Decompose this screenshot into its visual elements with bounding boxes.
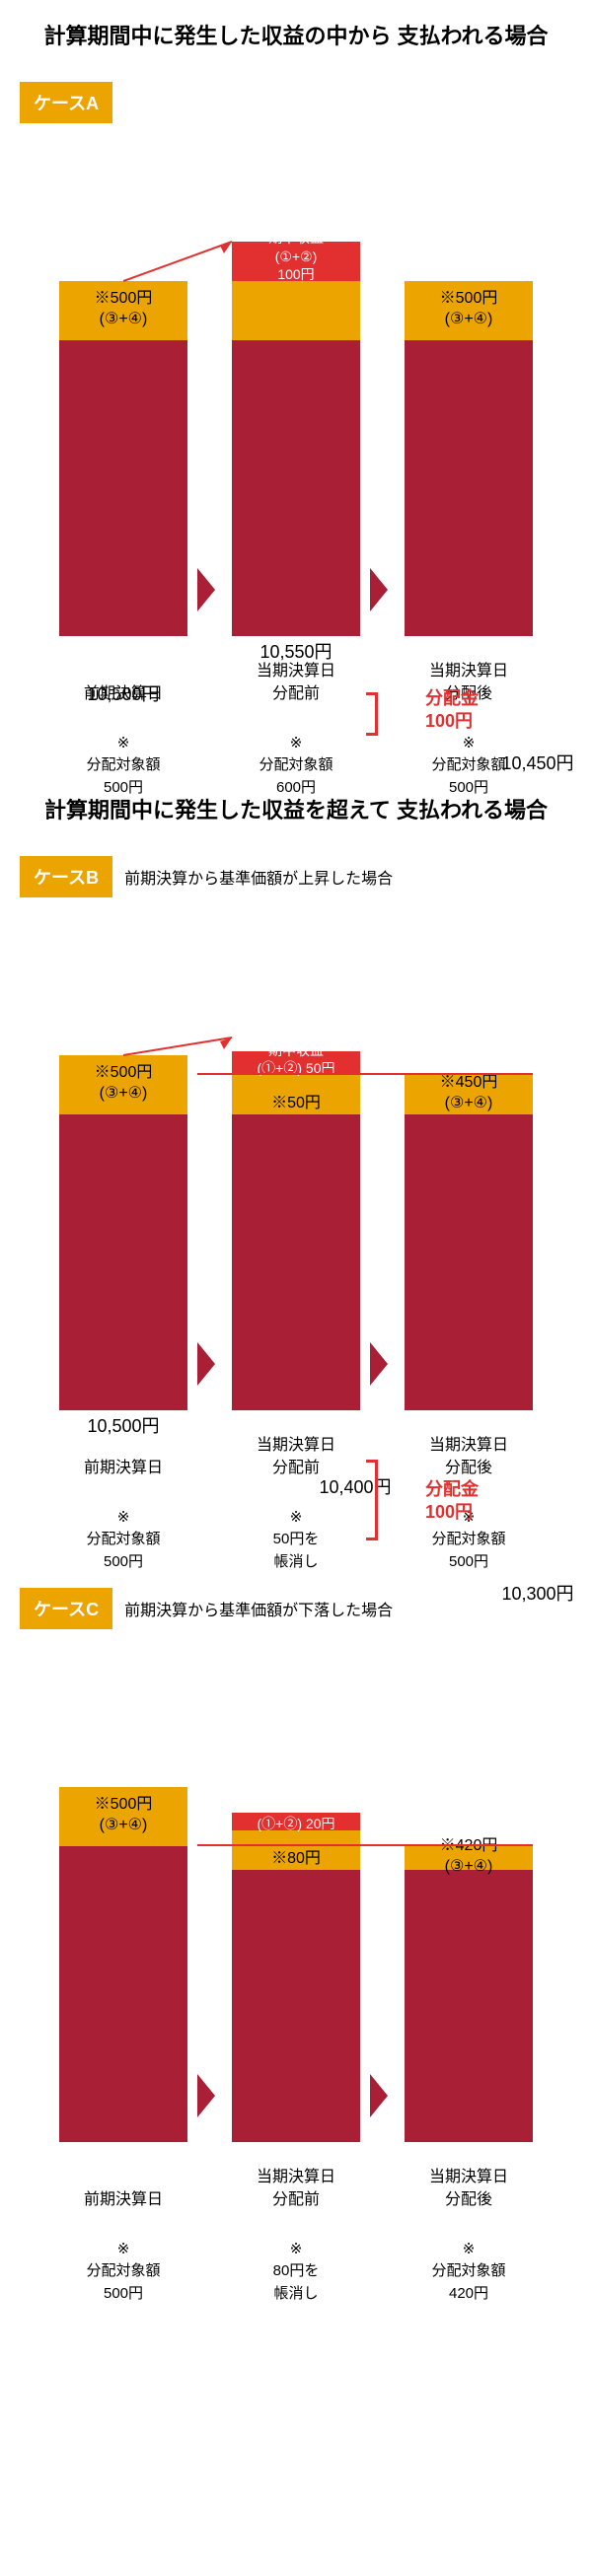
transition-arrow (197, 1342, 215, 1386)
transition-arrow (370, 2074, 388, 2117)
bar-value-label: 10,550円 (232, 638, 360, 664)
bar: ※500円 (③+④) (59, 1787, 187, 2142)
bracket (366, 1460, 378, 1540)
footnote: ※ 80円を 帳消し (232, 2239, 360, 2306)
bar: ※50円期中収益 (①+②) 50円 (232, 1051, 360, 1410)
dividend-label: 分配金 100円 (425, 1478, 479, 1525)
bar-group: ※500円 (③+④)10,500円 (59, 1055, 187, 1410)
footnote: ※ 50円を 帳消し (232, 1507, 360, 1574)
segment-label: 期中収益 (①+②) 50円 (232, 1041, 360, 1077)
bar-segment (59, 340, 187, 636)
bar: ※500円 (③+④) (59, 281, 187, 636)
bar-group: ※500円 (③+④)10,500円 (59, 281, 187, 636)
bar-value-label: 10,450円 (474, 750, 592, 775)
segment-label: 期中収益 (①+②) 100円 (232, 229, 360, 283)
x-axis-label: 当期決算日 分配後 (405, 2167, 533, 2211)
bar-group: ※420円 (③+④)10,300円 (405, 1846, 533, 2142)
section1-title: 計算期間中に発生した収益の中から 支払われる場合 (20, 20, 572, 52)
segment-label: ※80円 (232, 1849, 360, 1870)
bar-segment (405, 1870, 533, 2142)
bar-value-label: 10,500円 (59, 680, 187, 706)
segment-label: ※500円 (③+④) (59, 1063, 187, 1105)
transition-arrow (197, 568, 215, 611)
segment-label: ※420円 (③+④) (405, 1836, 533, 1878)
bar: 期中収益 (①+②) 100円 (232, 242, 360, 636)
transition-arrow (370, 568, 388, 611)
x-axis-label: 当期決算日 分配後 (405, 1435, 533, 1479)
caseB-header: ケースB 前期決算から基準価額が上昇した場合 (20, 856, 572, 897)
transition-arrow (370, 1342, 388, 1386)
caseB-desc: 前期決算から基準価額が上昇した場合 (124, 865, 393, 889)
segment-label: ※500円 (③+④) (405, 289, 533, 330)
footnote: ※ 分配対象額 600円 (232, 733, 360, 800)
dividend-label: 分配金 100円 (425, 687, 479, 734)
caseC-desc: 前期決算から基準価額が下落した場合 (124, 1597, 393, 1620)
bar-group: ※450円 (③+④)10,450円 (405, 1075, 533, 1410)
x-axis-label: 当期決算日 分配前 (232, 2167, 360, 2211)
bar-group: ※80円期中収益 (①+②) 20円10,400円分配金 100円 (232, 1813, 360, 2142)
bar: ※420円 (③+④) (405, 1846, 533, 2142)
bar-segment (59, 1846, 187, 2142)
transition-arrow (197, 2074, 215, 2117)
caseC-chart: ※500円 (③+④)10,500円前期決算日※ 分配対象額 500円※80円期… (59, 1669, 533, 2260)
bar-group: ※500円 (③+④)10,500円 (405, 281, 533, 636)
x-axis-label: 前期決算日 (59, 2189, 187, 2211)
caseC-tag: ケースC (20, 1588, 112, 1629)
segment-label: ※450円 (③+④) (405, 1073, 533, 1114)
segment-label: 期中収益 (①+②) 20円 (232, 1797, 360, 1832)
x-axis-label: 当期決算日 分配前 (232, 661, 360, 705)
bar-segment (232, 281, 360, 340)
bar: ※450円 (③+④) (405, 1075, 533, 1410)
segment-label: ※500円 (③+④) (59, 1795, 187, 1836)
x-axis-label: 前期決算日 (59, 1458, 187, 1479)
footnote: ※ 分配対象額 420円 (405, 2239, 533, 2306)
caseB-chart: ※500円 (③+④)10,500円前期決算日※ 分配対象額 500円※50円期… (59, 937, 533, 1529)
bar: ※500円 (③+④) (59, 1055, 187, 1410)
bar-segment (405, 340, 533, 636)
bar-segment (232, 340, 360, 636)
segment-label: ※500円 (③+④) (59, 289, 187, 330)
bar-value-label: 10,400円 (291, 1473, 419, 1499)
bar-value-label: 10,500円 (59, 1412, 187, 1438)
caseA-tag: ケースA (20, 82, 112, 123)
caseA-header: ケースA (20, 82, 572, 123)
bar-value-label: 10,300円 (474, 1580, 592, 1606)
bar-group: ※500円 (③+④)10,500円 (59, 1787, 187, 2142)
bar-segment (232, 1870, 360, 2142)
bar: ※80円期中収益 (①+②) 20円 (232, 1813, 360, 2142)
section-2: 計算期間中に発生した収益を超えて 支払われる場合 ケースB 前期決算から基準価額… (0, 774, 592, 2280)
reference-line (197, 1073, 533, 1075)
reference-line (197, 1844, 533, 1846)
bar-segment (232, 1114, 360, 1410)
bar: ※500円 (③+④) (405, 281, 533, 636)
footnote: ※ 分配対象額 500円 (59, 2239, 187, 2306)
bar-group: 期中収益 (①+②) 100円10,600円分配金 100円 (232, 242, 360, 636)
bar-segment (59, 1114, 187, 1410)
bar-segment (405, 1114, 533, 1410)
caseA-chart: ※500円 (③+④)10,500円前期決算日※ 分配対象額 500円期中収益 … (59, 163, 533, 754)
caseB-tag: ケースB (20, 856, 112, 897)
footnote: ※ 分配対象額 500円 (59, 1507, 187, 1574)
bracket (366, 692, 378, 736)
bar-group: ※50円期中収益 (①+②) 50円10,550円分配金 100円 (232, 1051, 360, 1410)
segment-label: ※50円 (232, 1094, 360, 1114)
footnote: ※ 分配対象額 500円 (59, 733, 187, 800)
